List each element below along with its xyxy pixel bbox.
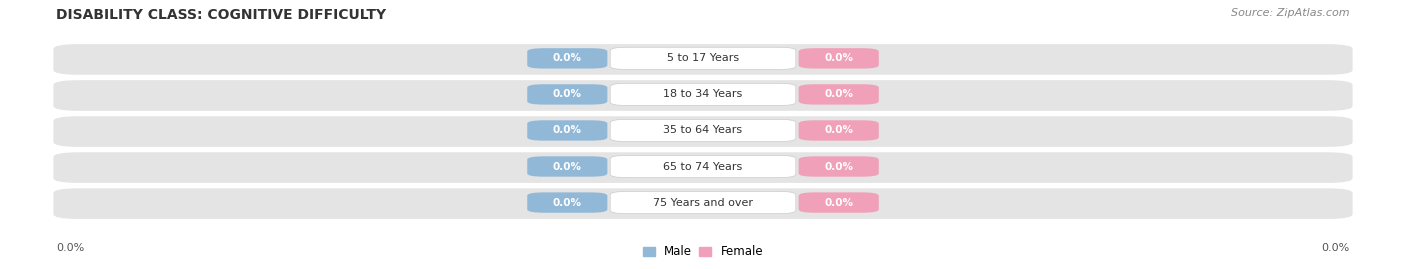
Text: 0.0%: 0.0%: [824, 53, 853, 63]
Text: 75 Years and over: 75 Years and over: [652, 197, 754, 208]
Text: 0.0%: 0.0%: [553, 89, 582, 100]
Text: DISABILITY CLASS: COGNITIVE DIFFICULTY: DISABILITY CLASS: COGNITIVE DIFFICULTY: [56, 8, 387, 22]
Text: 0.0%: 0.0%: [553, 197, 582, 208]
Text: 0.0%: 0.0%: [553, 125, 582, 136]
Text: 0.0%: 0.0%: [56, 243, 84, 253]
Text: 0.0%: 0.0%: [553, 53, 582, 63]
Text: 35 to 64 Years: 35 to 64 Years: [664, 125, 742, 136]
Text: Source: ZipAtlas.com: Source: ZipAtlas.com: [1232, 8, 1350, 18]
Text: 0.0%: 0.0%: [1322, 243, 1350, 253]
Text: 5 to 17 Years: 5 to 17 Years: [666, 53, 740, 63]
Text: 0.0%: 0.0%: [553, 161, 582, 172]
Text: 18 to 34 Years: 18 to 34 Years: [664, 89, 742, 100]
Legend: Male, Female: Male, Female: [638, 241, 768, 263]
Text: 0.0%: 0.0%: [824, 125, 853, 136]
Text: 0.0%: 0.0%: [824, 197, 853, 208]
Text: 0.0%: 0.0%: [824, 89, 853, 100]
Text: 0.0%: 0.0%: [824, 161, 853, 172]
Text: 65 to 74 Years: 65 to 74 Years: [664, 161, 742, 172]
